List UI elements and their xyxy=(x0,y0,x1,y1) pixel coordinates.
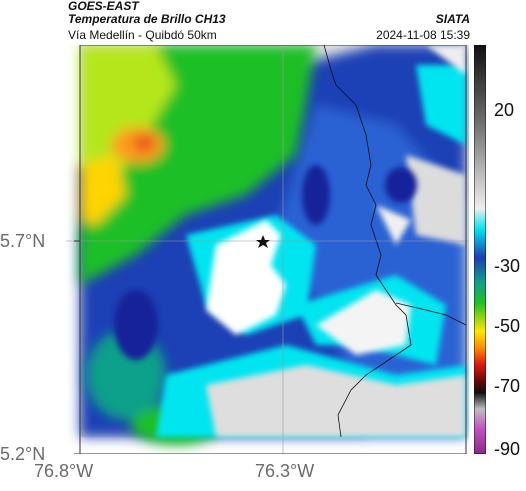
product-title: Temperatura de Brillo CH13 xyxy=(68,12,226,26)
lat-label: 5.2°N xyxy=(0,444,46,464)
coastline xyxy=(323,45,467,438)
star-icon xyxy=(256,235,270,248)
colorbar-tick-label: -50 xyxy=(494,316,521,336)
colorbar-tick-label: 20 xyxy=(494,100,515,120)
colorbar-tick-label: -30 xyxy=(494,256,521,276)
satellite-name: GOES-EAST xyxy=(68,0,139,13)
image-area xyxy=(80,45,466,445)
lon-label: 76.3°W xyxy=(255,461,315,481)
satellite-map xyxy=(66,45,469,454)
region-subtitle: Vía Medellín - Quibdó 50km xyxy=(68,28,217,42)
organization-label: SIATA xyxy=(435,12,470,26)
colorbar-tick-label: -90 xyxy=(494,439,521,459)
colorbar xyxy=(474,45,486,454)
datetime-label: 2024-11-08 15:39 xyxy=(376,28,470,42)
lon-label: 76.8°W xyxy=(34,461,94,481)
lat-label: 5.7°N xyxy=(0,231,46,251)
colorbar-tick-label: -70 xyxy=(494,376,521,396)
